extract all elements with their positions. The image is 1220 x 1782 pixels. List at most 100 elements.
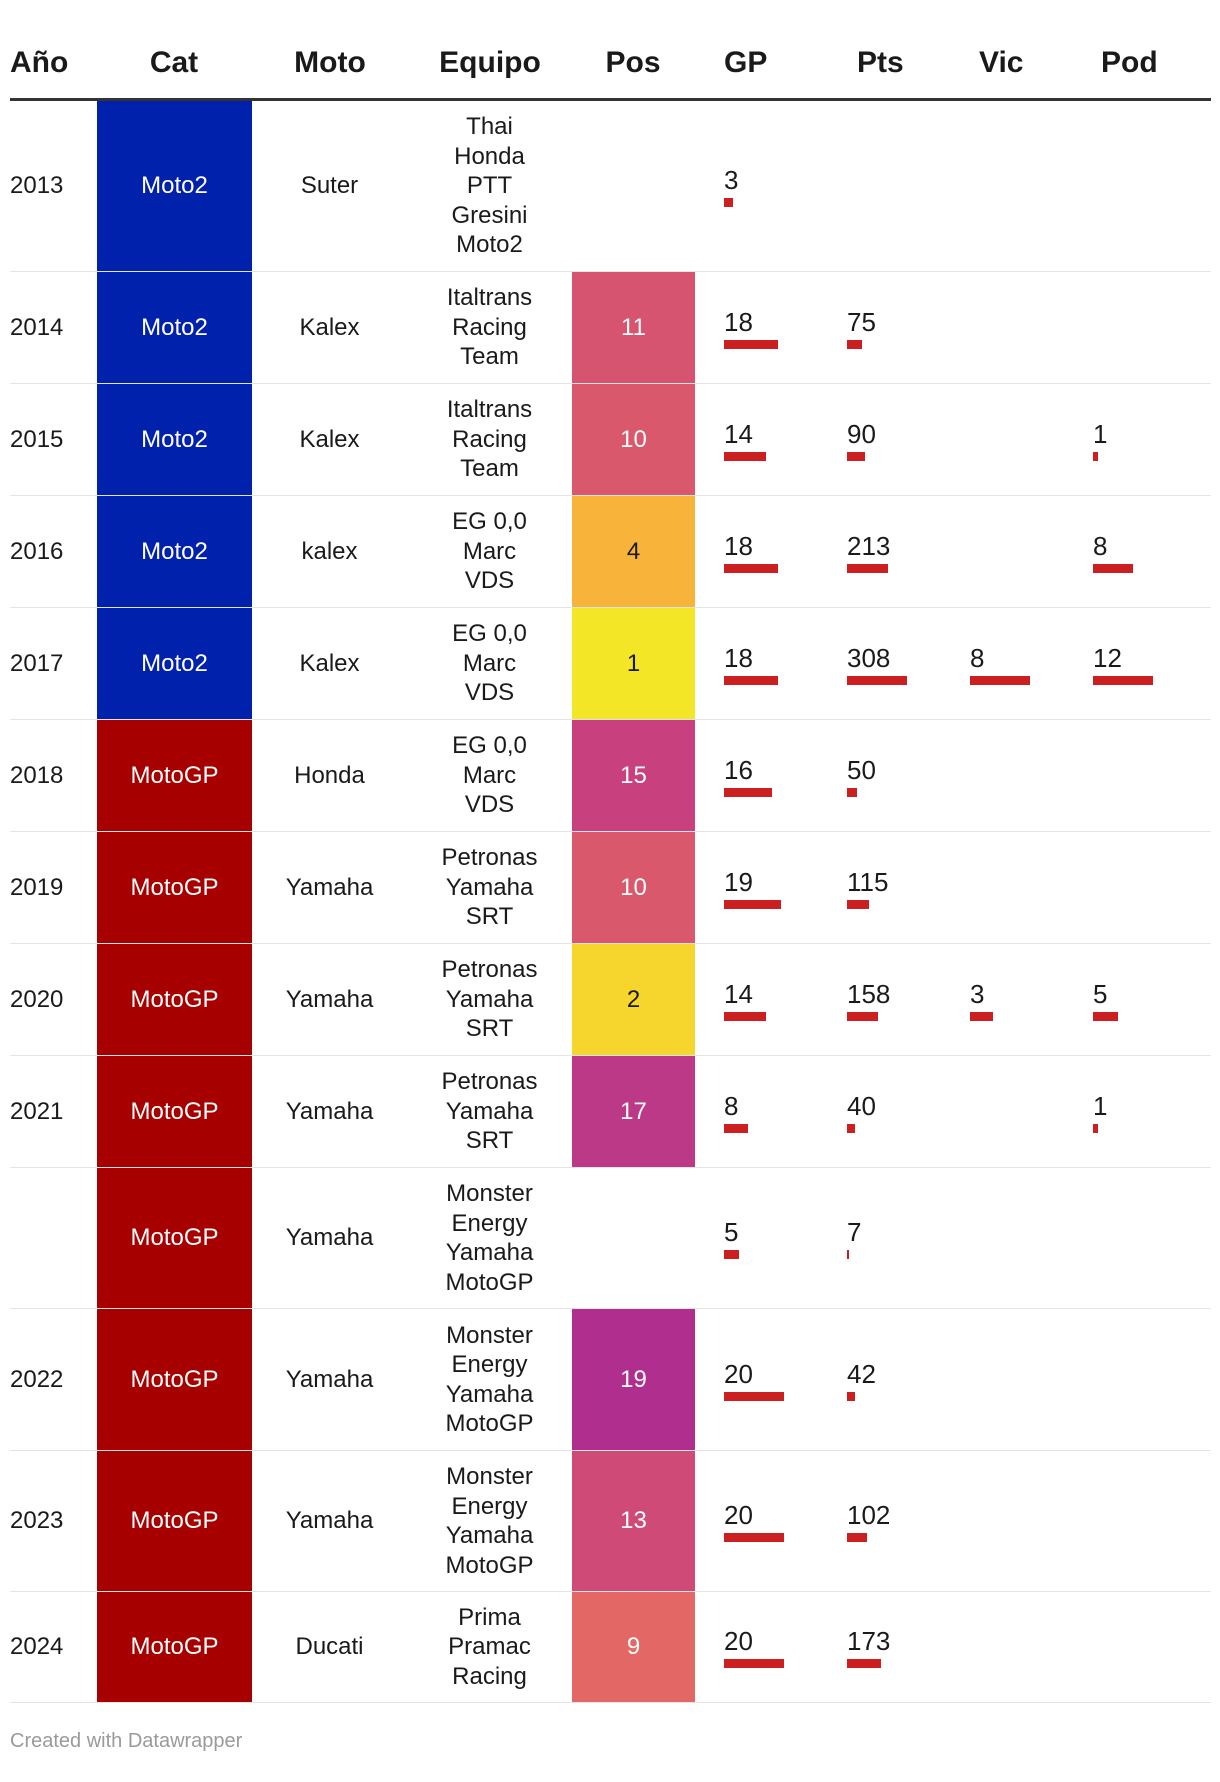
category-cell: MotoGP [97, 720, 252, 831]
team-cell: Petronas Yamaha SRT [407, 1056, 572, 1167]
team-cell: Thai Honda PTT Gresini Moto2 [407, 101, 572, 271]
table-row: 2023 MotoGP Yamaha Monster Energy Yamaha Mo… [10, 1451, 1211, 1592]
gp-cell: 8 [724, 1056, 834, 1167]
position-cell: 1 [572, 608, 695, 719]
table-row: 2020 MotoGP Yamaha Petronas Yamaha SRT 2 14 15… [10, 944, 1211, 1056]
gp-cell: 18 [724, 496, 834, 607]
gp-cell: 3 [724, 101, 834, 271]
team-cell: Monster Energy Yamaha MotoGP [407, 1451, 572, 1591]
gp-cell: 18 [724, 272, 834, 383]
pod-cell: 8 [1093, 496, 1203, 607]
vic-cell: 8 [970, 608, 1080, 719]
header-year: Año [10, 46, 69, 79]
team-name: Monster Energy Yamaha MotoGP [445, 1321, 534, 1438]
category-cell: Moto2 [97, 496, 252, 607]
team-name: EG 0,0 Marc VDS [452, 620, 527, 707]
year-cell: 2014 [10, 313, 64, 341]
gp-cell: 14 [724, 944, 834, 1055]
year-cell: 2021 [10, 1097, 64, 1125]
gp-value: 19 [724, 866, 753, 897]
header-gp: GP [724, 46, 768, 79]
bike-cell: Kalex [299, 425, 360, 453]
year-cell: 2022 [10, 1365, 64, 1393]
position-cell: 19 [572, 1309, 695, 1450]
gp-value: 20 [724, 1500, 753, 1530]
year-cell: 2020 [10, 985, 64, 1013]
gp-value: 18 [724, 642, 753, 673]
vic-bar [970, 675, 1030, 685]
gp-value: 3 [724, 165, 739, 195]
position-cell: 11 [572, 272, 695, 383]
gp-cell: 18 [724, 608, 834, 719]
pts-value: 115 [847, 866, 889, 897]
table-row: 2015 Moto2 Kalex Italtrans Racing Team 10 14 9… [10, 384, 1211, 496]
pts-cell: 115 [847, 832, 957, 943]
team-name: Monster Energy Yamaha MotoGP [445, 1463, 534, 1579]
pts-value: 90 [847, 418, 876, 449]
pts-bar [847, 339, 862, 349]
pod-cell: 5 [1093, 944, 1203, 1055]
team-name: Thai Honda PTT Gresini Moto2 [451, 113, 528, 259]
team-cell: Monster Energy Yamaha MotoGP [407, 1309, 572, 1450]
gp-bar [724, 1250, 739, 1259]
bike-cell: Yamaha [285, 1507, 374, 1534]
team-cell: EG 0,0 Marc VDS [407, 496, 572, 607]
bike-cell: Yamaha [285, 1097, 374, 1125]
category-cell: MotoGP [97, 1309, 252, 1450]
team-cell: Monster Energy Yamaha MotoGP [407, 1168, 572, 1308]
pod-cell: 1 [1093, 1056, 1203, 1167]
gp-bar [724, 1011, 766, 1021]
table-header: Año Cat Moto Equipo Pos GP Pts Vic Pod [10, 38, 1211, 101]
year-cell: 2019 [10, 873, 64, 901]
category-cell: MotoGP [97, 944, 252, 1055]
team-cell: Prima Pramac Racing [407, 1592, 572, 1702]
vic-value: 3 [970, 978, 985, 1009]
pts-value: 102 [847, 1500, 891, 1530]
team-cell: EG 0,0 Marc VDS [407, 608, 572, 719]
category-cell: Moto2 [97, 272, 252, 383]
year-cell: 2013 [10, 172, 64, 199]
gp-value: 14 [724, 418, 753, 449]
pts-bar [847, 787, 857, 797]
pts-value: 213 [847, 530, 891, 561]
pod-bar [1093, 451, 1098, 461]
category-cell: Moto2 [97, 384, 252, 495]
pts-value: 40 [847, 1090, 876, 1121]
gp-cell: 20 [724, 1451, 834, 1591]
category-cell: Moto2 [97, 101, 252, 271]
gp-bar [724, 1659, 784, 1668]
pts-value: 173 [847, 1626, 891, 1656]
bike-cell: Yamaha [285, 1224, 374, 1251]
team-cell: Italtrans Racing Team [407, 272, 572, 383]
gp-value: 20 [724, 1358, 753, 1389]
gp-bar [724, 339, 778, 349]
position-cell: 2 [572, 944, 695, 1055]
pts-bar [847, 563, 888, 573]
pts-cell: 90 [847, 384, 957, 495]
pts-value: 42 [847, 1358, 876, 1389]
pts-cell: 42 [847, 1309, 957, 1450]
table-row: 2016 Moto2 kalex EG 0,0 Marc VDS 4 18 213 8 [10, 496, 1211, 608]
pts-bar [847, 1659, 881, 1668]
pod-bar [1093, 1123, 1098, 1133]
header-position: Pos [605, 46, 661, 79]
pts-bar [847, 675, 907, 685]
gp-value: 20 [724, 1626, 753, 1656]
pod-value: 1 [1093, 418, 1108, 449]
pts-value: 158 [847, 978, 891, 1009]
category-cell: MotoGP [97, 832, 252, 943]
gp-bar [724, 787, 772, 797]
pts-cell: 158 [847, 944, 957, 1055]
table-row: 2019 MotoGP Yamaha Petronas Yamaha SRT 10 19 1… [10, 832, 1211, 944]
position-cell: 17 [572, 1056, 695, 1167]
bike-cell: Suter [300, 172, 359, 199]
team-name: Italtrans Racing Team [446, 284, 533, 371]
pts-bar [847, 1391, 855, 1401]
category-cell: MotoGP [97, 1451, 252, 1591]
pod-value: 8 [1093, 530, 1108, 561]
bike-cell: Yamaha [285, 985, 374, 1013]
bike-cell: Ducati [295, 1633, 364, 1660]
year-cell [10, 1168, 96, 1308]
table-row: 2018 MotoGP Honda EG 0,0 Marc VDS 15 16 50 [10, 720, 1211, 832]
gp-bar [724, 563, 778, 573]
